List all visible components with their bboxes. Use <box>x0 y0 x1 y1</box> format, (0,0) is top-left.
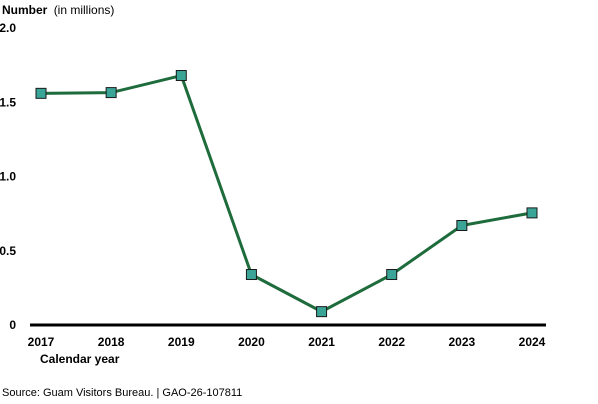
x-axis-ticks: 2017 2018 2019 2020 2021 2022 2023 2024 <box>28 335 546 349</box>
data-point-marker <box>105 87 117 99</box>
y-axis-title-unit: (in millions) <box>54 3 115 17</box>
series-line <box>40 74 533 314</box>
y-tick-label: 0.5 <box>0 244 16 258</box>
x-tick-label: 2017 <box>28 335 55 349</box>
x-tick-label: 2024 <box>519 335 546 349</box>
y-tick-label: 1.0 <box>0 170 16 184</box>
y-axis-title-bold: Number <box>2 3 48 17</box>
data-point-marker <box>245 269 257 281</box>
source-note: Source: Guam Visitors Bureau. | GAO-26-1… <box>2 387 242 399</box>
data-point-marker <box>526 207 538 219</box>
y-tick-label: 1.5 <box>0 95 16 109</box>
data-point-marker <box>456 220 468 232</box>
x-tick-label: 2023 <box>449 335 476 349</box>
y-tick-label: 2.0 <box>0 21 16 35</box>
data-point-marker <box>386 269 398 281</box>
data-point-marker <box>175 70 187 82</box>
series-markers <box>35 70 538 318</box>
data-point-marker <box>316 306 328 318</box>
x-tick-label: 2019 <box>168 335 195 349</box>
y-axis-ticks: 0 0.5 1.0 1.5 2.0 <box>0 21 16 332</box>
y-tick-label: 0 <box>9 318 16 332</box>
x-tick-label: 2018 <box>98 335 125 349</box>
x-tick-label: 2020 <box>238 335 265 349</box>
data-point-marker <box>35 87 47 99</box>
x-tick-label: 2022 <box>378 335 405 349</box>
x-tick-label: 2021 <box>308 335 335 349</box>
y-axis-title: Number (in millions) <box>2 3 114 17</box>
x-axis-title: Calendar year <box>40 352 120 366</box>
